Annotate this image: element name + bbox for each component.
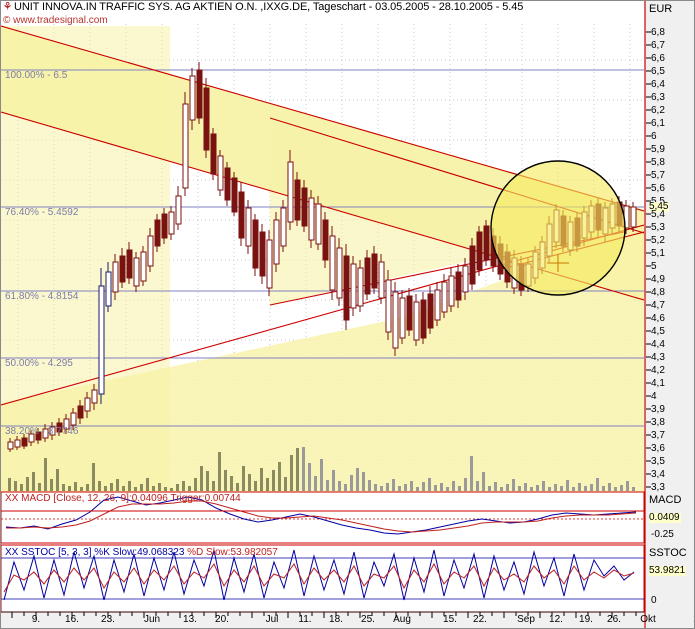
date-tick-label: 11.	[298, 614, 312, 625]
price-tick: 5,6	[651, 183, 665, 194]
price-tick: 5,3	[651, 222, 665, 233]
fib-label-764: 76.40% - 5.4592	[5, 207, 79, 218]
price-tick: 6,6	[651, 53, 665, 64]
fib-label-50: 50.00% - 4.295	[5, 358, 73, 369]
price-tick: 4,5	[651, 326, 665, 337]
macd-axis-title: MACD	[649, 494, 682, 506]
price-tick: 3,4	[651, 469, 665, 480]
volume-bars	[8, 447, 635, 491]
price-tick: 4	[651, 391, 657, 402]
date-tick-label: 20.	[215, 614, 229, 625]
date-tick-label: 12.	[549, 614, 563, 625]
date-tick-label: Jul	[265, 614, 279, 625]
date-tick-label: 9.	[31, 614, 41, 625]
price-tick: 6,2	[651, 105, 665, 116]
chart-title: UNIT INNOVA.IN TRAFFIC SYS. AG AKTIEN O.…	[14, 1, 524, 13]
date-tick-label: 15.	[443, 614, 457, 625]
price-tick: 4,7	[651, 300, 665, 311]
macd-legend-prefix: XX MACD [Close, 12, 26, 9]:	[5, 493, 132, 504]
sstoc-legend-prefix: XX SSTOC [5, 3, 3]	[5, 547, 92, 558]
price-tick: 3,8	[651, 417, 665, 428]
sstoc-axis-title: SSTOC	[649, 547, 687, 559]
price-tick: 5,9	[651, 144, 665, 155]
price-tick: 4,3	[651, 352, 665, 363]
sstoc-legend-k-label: %K Slow:	[91, 547, 138, 558]
macd-line	[5, 496, 637, 535]
price-tick: 5,2	[651, 235, 665, 246]
date-axis-bg	[1, 612, 644, 628]
price-axis[interactable]: EUR MACD SSTOC 6,8 6,7 6,6 6,5 6,4 6,3 6…	[645, 0, 695, 629]
price-tick: 6,5	[651, 66, 665, 77]
price-tick: 6,8	[651, 27, 665, 38]
date-tick-label: 26.	[607, 614, 621, 625]
sstoc-tick-zero: 0	[651, 595, 657, 606]
price-tick: 5	[651, 261, 657, 272]
fib-label-618: 61.80% - 4.8154	[5, 291, 79, 302]
date-tick-label: 22.	[473, 614, 487, 625]
price-tick: 5,5	[651, 197, 665, 207]
date-tick-label: Sep	[517, 614, 535, 625]
price-tick: 5,7	[651, 170, 665, 181]
sstoc-d-line	[3, 562, 635, 593]
sstoc-legend-d-value: 53.982057	[230, 547, 278, 558]
price-tick: 4,8	[651, 287, 665, 298]
axis-gutter-bg	[645, 1, 694, 628]
sstoc-legend: XX SSTOC [5, 3, 3] %K Slow:49.068323 %D …	[5, 548, 278, 558]
left-shaded-region	[1, 26, 170, 492]
price-axis-unit: EUR	[649, 3, 673, 15]
macd-legend: XX MACD [Close, 12, 26, 9]:0.04096 Trigg…	[5, 494, 241, 504]
price-tick: 6,3	[651, 92, 665, 103]
sstoc-legend-d-label: %D Slow:	[184, 547, 231, 558]
price-tick: 5,1	[651, 248, 665, 259]
price-tick: 4,2	[651, 365, 665, 376]
macd-panel	[0, 491, 645, 544]
macd-value-tick: 0.0409	[649, 512, 681, 523]
price-tick: 4,1	[651, 378, 665, 389]
date-axis[interactable]: 9. 16. 23. Jun 13. 20. Jul 11. 18. 25. A…	[0, 612, 695, 629]
price-axis-ticks	[646, 31, 651, 488]
price-tick: 5,8	[651, 157, 665, 168]
date-axis-ticks	[11, 612, 637, 618]
price-tick: 4,9	[651, 274, 665, 285]
price-tick: 6	[651, 131, 657, 142]
fib-label-100: 100.00% - 6.5	[5, 70, 68, 81]
fib-label-382: 38.20% - 3.7746	[5, 426, 79, 437]
sstoc-legend-k-value: 49.068323	[137, 547, 185, 558]
price-tick: 3,5	[651, 456, 665, 467]
date-tick-label: 16.	[65, 614, 79, 625]
date-tick-label: 13.	[183, 614, 197, 625]
converging-triangle-fill	[270, 120, 620, 305]
price-tick: 4,6	[651, 313, 665, 324]
macd-legend-trigger-value: 0.00744	[204, 493, 241, 504]
date-tick-label: Okt	[640, 614, 656, 625]
date-tick-label: Jun	[143, 614, 161, 625]
date-tick-label: 18.	[329, 614, 343, 625]
price-tick: 6,7	[651, 40, 665, 51]
date-tick-label: Aug	[393, 614, 411, 625]
price-tick: 6,4	[651, 79, 665, 90]
price-tick: 3,3	[651, 482, 665, 493]
macd-legend-trigger-label: Trigger:	[167, 493, 205, 504]
price-tick: 5,4	[651, 209, 665, 220]
price-tick: 4,4	[651, 339, 665, 350]
price-tick: 3,9	[651, 404, 665, 415]
watermark-text: © www.tradesignal.com	[3, 15, 108, 26]
price-tick: 3,6	[651, 443, 665, 454]
price-tick: 6,1	[651, 118, 665, 129]
date-tick-label: 25.	[361, 614, 375, 625]
highlight-circle-annotation[interactable]	[490, 160, 626, 296]
last-price-label: 5,45	[649, 201, 670, 212]
sstoc-value-tick: 53.9821	[649, 565, 687, 576]
macd-legend-value: 0.04096	[131, 493, 168, 504]
macd-tick-low: -0.25	[651, 529, 674, 540]
date-tick-label: 19.	[579, 614, 593, 625]
date-tick-label: 23.	[101, 614, 115, 625]
tradesignal-logo-icon: ⚘	[2, 1, 13, 13]
price-tick: 3,7	[651, 430, 665, 441]
